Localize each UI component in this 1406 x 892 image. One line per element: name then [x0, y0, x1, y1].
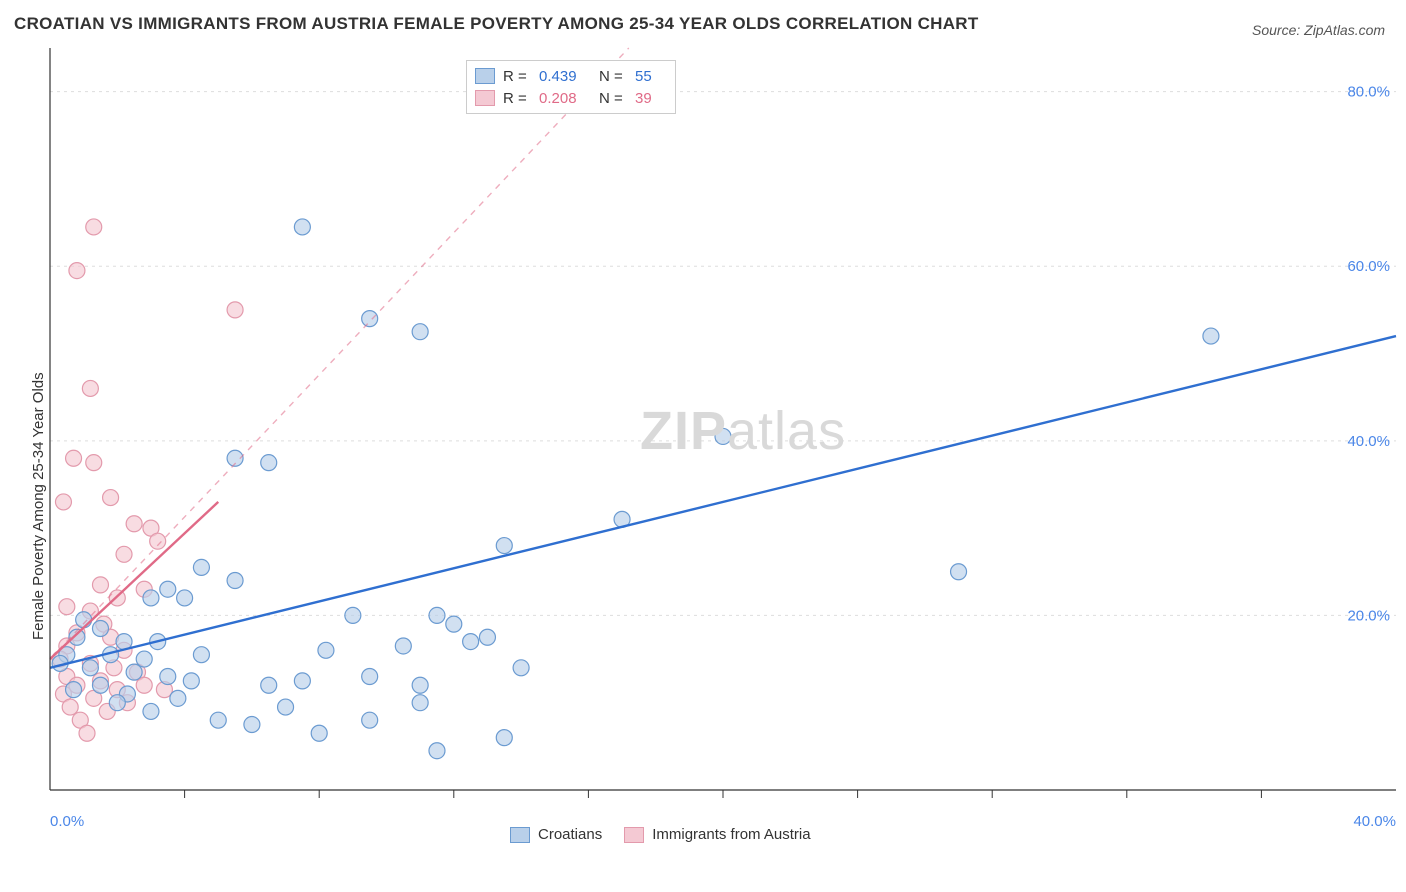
- data-point-a: [496, 730, 512, 746]
- data-point-a: [92, 677, 108, 693]
- data-point-a: [412, 677, 428, 693]
- data-point-b: [86, 219, 102, 235]
- legend-n-label: N =: [599, 68, 627, 85]
- scatter-chart: 20.0% 40.0% 60.0% 80.0% 0.0% 40.0%: [0, 0, 1406, 892]
- data-point-b: [126, 516, 142, 532]
- data-point-a: [143, 703, 159, 719]
- data-point-b: [103, 490, 119, 506]
- data-point-a: [345, 607, 361, 623]
- legend-r-label: R =: [503, 90, 531, 107]
- data-point-a: [362, 669, 378, 685]
- y-tick-label: 40.0%: [1347, 433, 1390, 450]
- data-point-a: [278, 699, 294, 715]
- x-tick-label: 0.0%: [50, 813, 84, 830]
- data-point-b: [62, 699, 78, 715]
- data-point-a: [318, 642, 334, 658]
- data-point-b: [66, 450, 82, 466]
- data-point-b: [79, 725, 95, 741]
- legend-r-value-a: 0.439: [539, 68, 591, 85]
- legend-r-value-b: 0.208: [539, 90, 591, 107]
- data-point-a: [362, 311, 378, 327]
- legend-row-a: R = 0.439 N = 55: [475, 65, 665, 87]
- data-point-a: [76, 612, 92, 628]
- data-point-a: [496, 538, 512, 554]
- data-point-a: [183, 673, 199, 689]
- legend-label-b: Immigrants from Austria: [652, 826, 810, 843]
- data-point-a: [244, 717, 260, 733]
- data-point-a: [126, 664, 142, 680]
- legend-label-a: Croatians: [538, 826, 602, 843]
- legend-item-b: Immigrants from Austria: [624, 826, 810, 843]
- legend-correlation: R = 0.439 N = 55 R = 0.208 N = 39: [466, 60, 676, 114]
- data-point-a: [715, 428, 731, 444]
- y-tick-label: 80.0%: [1347, 84, 1390, 101]
- data-point-a: [1203, 328, 1219, 344]
- data-point-a: [210, 712, 226, 728]
- data-point-b: [136, 677, 152, 693]
- data-point-a: [261, 455, 277, 471]
- data-point-a: [160, 669, 176, 685]
- data-point-b: [59, 599, 75, 615]
- legend-swatch-a: [475, 68, 495, 84]
- data-point-b: [55, 494, 71, 510]
- y-axis-label: Female Poverty Among 25-34 Year Olds: [30, 372, 47, 640]
- data-point-a: [143, 590, 159, 606]
- legend-n-value-b: 39: [635, 90, 665, 107]
- x-tick-label: 40.0%: [1353, 813, 1396, 830]
- data-point-b: [69, 263, 85, 279]
- chart-title: CROATIAN VS IMMIGRANTS FROM AUSTRIA FEMA…: [14, 14, 979, 34]
- legend-n-value-a: 55: [635, 68, 665, 85]
- data-point-a: [412, 324, 428, 340]
- data-point-a: [951, 564, 967, 580]
- data-point-a: [160, 581, 176, 597]
- data-point-a: [193, 647, 209, 663]
- data-point-a: [193, 559, 209, 575]
- data-point-a: [395, 638, 411, 654]
- data-point-a: [513, 660, 529, 676]
- data-point-a: [362, 712, 378, 728]
- data-point-a: [294, 673, 310, 689]
- data-point-a: [227, 572, 243, 588]
- data-point-a: [261, 677, 277, 693]
- data-point-a: [311, 725, 327, 741]
- legend-swatch-b: [475, 90, 495, 106]
- y-tick-label: 60.0%: [1347, 258, 1390, 275]
- legend-n-label: N =: [599, 90, 627, 107]
- data-point-a: [109, 695, 125, 711]
- legend-row-b: R = 0.208 N = 39: [475, 87, 665, 109]
- data-point-a: [294, 219, 310, 235]
- legend-item-a: Croatians: [510, 826, 602, 843]
- data-point-a: [92, 621, 108, 637]
- data-point-b: [150, 533, 166, 549]
- data-point-a: [136, 651, 152, 667]
- y-tick-label: 20.0%: [1347, 607, 1390, 624]
- data-point-b: [227, 302, 243, 318]
- legend-swatch-a: [510, 827, 530, 843]
- data-point-a: [412, 695, 428, 711]
- source-attribution: Source: ZipAtlas.com: [1252, 22, 1385, 38]
- data-point-b: [86, 455, 102, 471]
- data-point-a: [446, 616, 462, 632]
- data-point-a: [463, 634, 479, 650]
- data-point-a: [429, 743, 445, 759]
- data-point-b: [116, 546, 132, 562]
- data-point-b: [82, 380, 98, 396]
- legend-swatch-b: [624, 827, 644, 843]
- data-point-a: [177, 590, 193, 606]
- data-point-a: [429, 607, 445, 623]
- data-point-a: [82, 660, 98, 676]
- data-point-b: [92, 577, 108, 593]
- legend-series: Croatians Immigrants from Austria: [510, 826, 811, 843]
- data-point-a: [479, 629, 495, 645]
- data-point-a: [66, 682, 82, 698]
- data-point-a: [170, 690, 186, 706]
- legend-r-label: R =: [503, 68, 531, 85]
